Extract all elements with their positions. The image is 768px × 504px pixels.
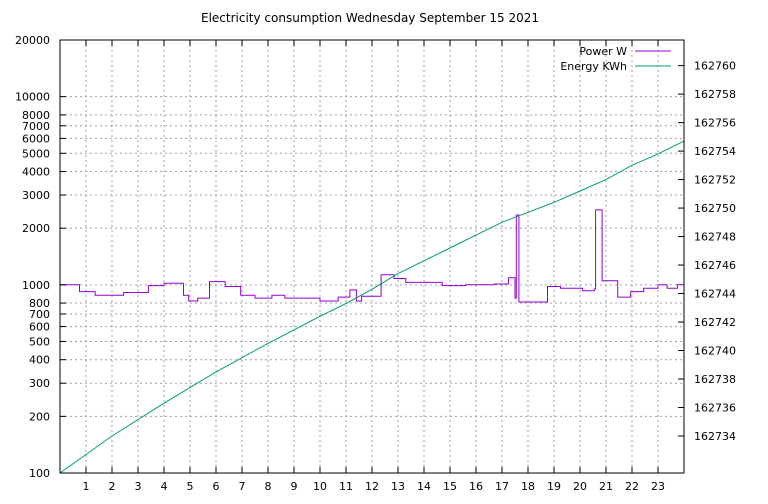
x-tick-label: 21: [599, 480, 613, 493]
y2-tick-label: 162758: [694, 88, 736, 101]
x-tick-label: 23: [651, 480, 665, 493]
y2-tick-label: 162748: [694, 231, 736, 244]
legend: Power W Energy KWh: [560, 45, 671, 73]
y2-tick-label: 162750: [694, 202, 736, 215]
x-tick-label: 18: [521, 480, 535, 493]
x-tick-label: 13: [391, 480, 405, 493]
y2-tick-label: 162744: [694, 288, 736, 301]
x-tick-label: 5: [187, 480, 194, 493]
y2-tick-label: 162754: [694, 145, 736, 158]
grid: [60, 40, 684, 473]
legend-label-energy: Energy KWh: [560, 60, 627, 73]
x-tick-label: 20: [573, 480, 587, 493]
y-tick-label: 20000: [15, 34, 50, 47]
y2-tick-label: 162740: [694, 345, 736, 358]
legend-label-power: Power W: [579, 45, 627, 58]
x-tick-label: 15: [443, 480, 457, 493]
x-tick-label: 14: [417, 480, 431, 493]
x-tick-label: 8: [265, 480, 272, 493]
x-tick-label: 19: [547, 480, 561, 493]
x-tick-label: 7: [239, 480, 246, 493]
x-tick-label: 1: [83, 480, 90, 493]
y-tick-label: 600: [29, 321, 50, 334]
x-tick-label: 10: [313, 480, 327, 493]
y-tick-label: 5000: [22, 147, 50, 160]
y-tick-label: 700: [29, 308, 50, 321]
y-tick-label: 10000: [15, 91, 50, 104]
y2-tick-label: 162742: [694, 316, 736, 329]
tick-layer: 1 2 3 4 5 6 7 8 9 10 11 12 13 14 15 16 17 18 19 20 21 22 23100…: [15, 34, 736, 493]
y-tick-label: 3000: [22, 189, 50, 202]
series-energy-line: [59, 140, 685, 474]
y-tick-label: 100: [29, 467, 50, 480]
x-tick-label: 11: [339, 480, 353, 493]
y-tick-label: 2000: [22, 222, 50, 235]
x-tick-label: 3: [135, 480, 142, 493]
y-tick-label: 500: [29, 335, 50, 348]
x-tick-label: 2: [109, 480, 116, 493]
y-tick-label: 4000: [22, 166, 50, 179]
y2-tick-label: 162760: [694, 60, 736, 73]
y2-tick-label: 162736: [694, 401, 736, 414]
y-tick-label: 1000: [22, 279, 50, 292]
x-tick-label: 4: [161, 480, 168, 493]
x-tick-label: 12: [365, 480, 379, 493]
y2-tick-label: 162738: [694, 373, 736, 386]
y2-tick-label: 162756: [694, 117, 736, 130]
y-tick-label: 7000: [22, 120, 50, 133]
y-tick-label: 800: [29, 297, 50, 310]
series-power-line: [60, 209, 685, 303]
x-tick-label: 17: [495, 480, 509, 493]
x-tick-label: 22: [625, 480, 639, 493]
y-tick-label: 400: [29, 354, 50, 367]
x-tick-label: 6: [213, 480, 220, 493]
y2-tick-label: 162734: [694, 430, 736, 443]
y2-tick-label: 162752: [694, 174, 736, 187]
x-tick-label: 16: [469, 480, 483, 493]
chart-title: Electricity consumption Wednesday Septem…: [201, 11, 539, 25]
y-tick-label: 300: [29, 377, 50, 390]
y-tick-label: 6000: [22, 132, 50, 145]
y2-tick-label: 162746: [694, 259, 736, 272]
x-tick-label: 9: [291, 480, 298, 493]
series-layer: [59, 140, 685, 474]
y-tick-label: 8000: [22, 109, 50, 122]
y-tick-label: 200: [29, 410, 50, 423]
